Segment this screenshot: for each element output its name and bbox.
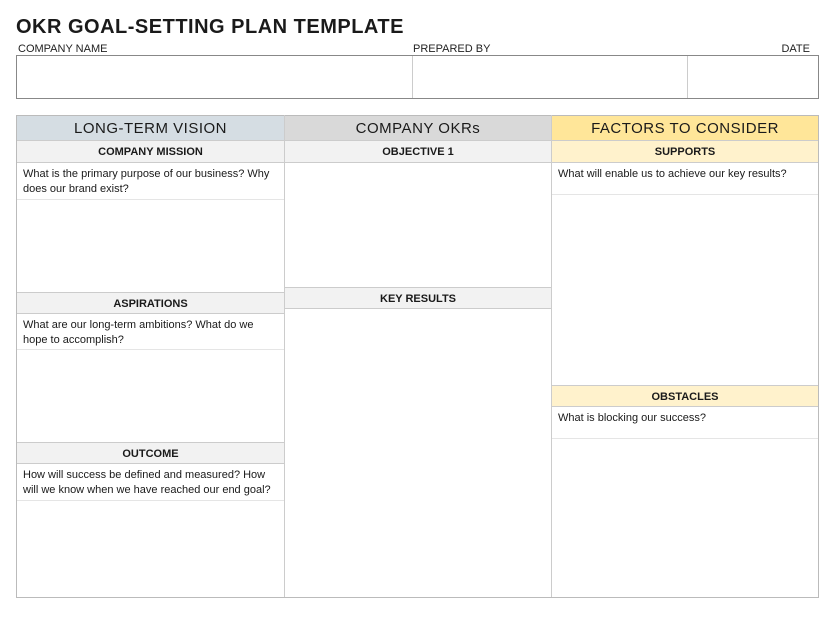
company-name-label: COMPANY NAME xyxy=(16,43,411,55)
objective-1-label: OBJECTIVE 1 xyxy=(285,141,551,163)
vision-heading: LONG-TERM VISION xyxy=(17,115,284,141)
objective-1-input[interactable] xyxy=(285,163,551,287)
company-name-input[interactable] xyxy=(17,56,412,98)
aspirations-input[interactable] xyxy=(17,350,284,442)
factors-heading: FACTORS TO CONSIDER xyxy=(552,115,818,141)
prepared-by-input[interactable] xyxy=(413,56,687,98)
supports-input[interactable] xyxy=(552,195,818,385)
aspirations-prompt: What are our long-term ambitions? What d… xyxy=(17,314,284,351)
company-mission-input[interactable] xyxy=(17,200,284,292)
key-results-input[interactable] xyxy=(285,309,551,578)
main-grid: LONG-TERM VISION COMPANY MISSION What is… xyxy=(16,115,819,598)
company-mission-prompt: What is the primary purpose of our busin… xyxy=(17,163,284,200)
outcome-label: OUTCOME xyxy=(17,442,284,464)
supports-prompt: What will enable us to achieve our key r… xyxy=(552,163,818,195)
aspirations-label: ASPIRATIONS xyxy=(17,292,284,314)
key-results-label: KEY RESULTS xyxy=(285,287,551,309)
info-labels-row: COMPANY NAME PREPARED BY DATE xyxy=(16,43,819,55)
obstacles-prompt: What is blocking our success? xyxy=(552,407,818,439)
factors-column: FACTORS TO CONSIDER SUPPORTS What will e… xyxy=(551,115,818,597)
outcome-prompt: How will success be defined and measured… xyxy=(17,464,284,501)
obstacles-label: OBSTACLES xyxy=(552,385,818,407)
obstacles-input[interactable] xyxy=(552,439,818,597)
supports-label: SUPPORTS xyxy=(552,141,818,163)
company-mission-label: COMPANY MISSION xyxy=(17,141,284,163)
okrs-heading: COMPANY OKRs xyxy=(285,115,551,141)
date-label: DATE xyxy=(686,43,816,55)
vision-column: LONG-TERM VISION COMPANY MISSION What is… xyxy=(17,115,284,597)
info-boxes-row xyxy=(16,55,819,99)
date-input[interactable] xyxy=(688,56,817,98)
prepared-by-label: PREPARED BY xyxy=(411,43,686,55)
outcome-input[interactable] xyxy=(17,501,284,581)
page-title: OKR GOAL-SETTING PLAN TEMPLATE xyxy=(16,16,819,39)
okrs-column: COMPANY OKRs OBJECTIVE 1 KEY RESULTS xyxy=(284,115,551,597)
